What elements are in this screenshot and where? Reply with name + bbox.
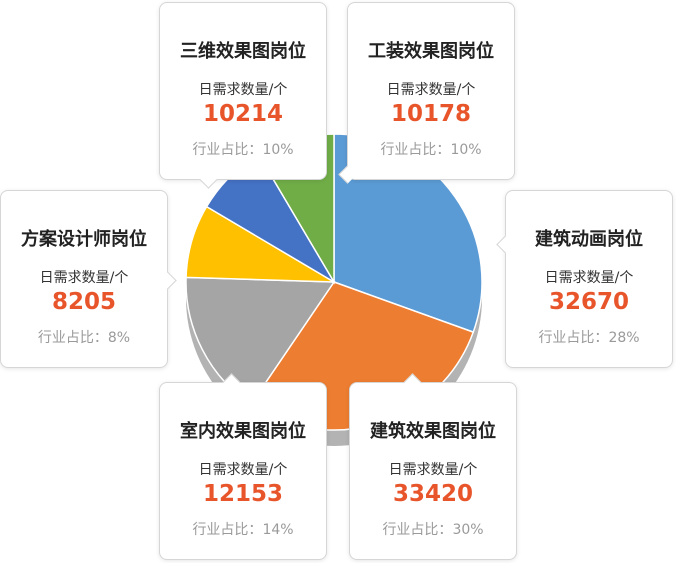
callout-value: 10178 xyxy=(390,101,472,127)
share-prefix: 行业占比： xyxy=(382,522,453,538)
share-value: 10% xyxy=(450,142,482,158)
callout-gongzhuang: 工装效果图岗位 日需求数量/个 10178 行业占比：10% xyxy=(338,2,515,184)
callout-metric-label: 日需求数量/个 xyxy=(39,270,129,286)
share-prefix: 行业占比： xyxy=(380,142,451,158)
share-prefix: 行业占比： xyxy=(37,330,108,346)
callout-title: 三维效果图岗位 xyxy=(180,41,306,62)
callout-jianzhu: 建筑效果图岗位 日需求数量/个 33420 行业占比：30% xyxy=(349,373,517,560)
callout-share: 行业占比：30% xyxy=(350,519,516,539)
callout-value: 8205 xyxy=(51,289,116,315)
callout-value: 10214 xyxy=(202,101,284,127)
callout-title: 室内效果图岗位 xyxy=(180,421,306,442)
callout-share: 行业占比：8% xyxy=(1,327,167,347)
share-value: 10% xyxy=(262,142,294,158)
callout-share: 行业占比：10% xyxy=(348,139,514,159)
callout-metric-label: 日需求数量/个 xyxy=(388,462,478,478)
callout-metric-label: 日需求数量/个 xyxy=(544,270,634,286)
callout-share: 行业占比：28% xyxy=(506,327,672,347)
callout-shinei: 室内效果图岗位 日需求数量/个 12153 行业占比：14% xyxy=(159,373,327,560)
callout-value: 33420 xyxy=(392,481,474,507)
callout-share: 行业占比：10% xyxy=(160,139,326,159)
callout-value: 12153 xyxy=(202,481,284,507)
callout-fangan: 方案设计师岗位 日需求数量/个 8205 行业占比：8% xyxy=(0,190,177,368)
callout-title: 建筑效果图岗位 xyxy=(370,421,496,442)
callout-share: 行业占比：14% xyxy=(160,519,326,539)
callout-metric-label: 日需求数量/个 xyxy=(386,82,476,98)
callout-metric-label: 日需求数量/个 xyxy=(198,462,288,478)
callout-title: 建筑动画岗位 xyxy=(535,229,643,250)
callout-metric-label: 日需求数量/个 xyxy=(198,82,288,98)
callout-donghua: 建筑动画岗位 日需求数量/个 32670 行业占比：28% xyxy=(496,190,673,368)
callout-title: 方案设计师岗位 xyxy=(21,229,147,250)
callout-value: 32670 xyxy=(548,289,630,315)
callout-title: 工装效果图岗位 xyxy=(368,41,494,62)
share-value: 14% xyxy=(262,522,294,538)
share-prefix: 行业占比： xyxy=(538,330,609,346)
share-prefix: 行业占比： xyxy=(192,142,263,158)
share-value: 28% xyxy=(608,330,640,346)
callout-sanwei: 三维效果图岗位 日需求数量/个 10214 行业占比：10% xyxy=(159,2,327,189)
share-value: 8% xyxy=(107,330,131,346)
share-value: 30% xyxy=(452,522,484,538)
share-prefix: 行业占比： xyxy=(192,522,263,538)
